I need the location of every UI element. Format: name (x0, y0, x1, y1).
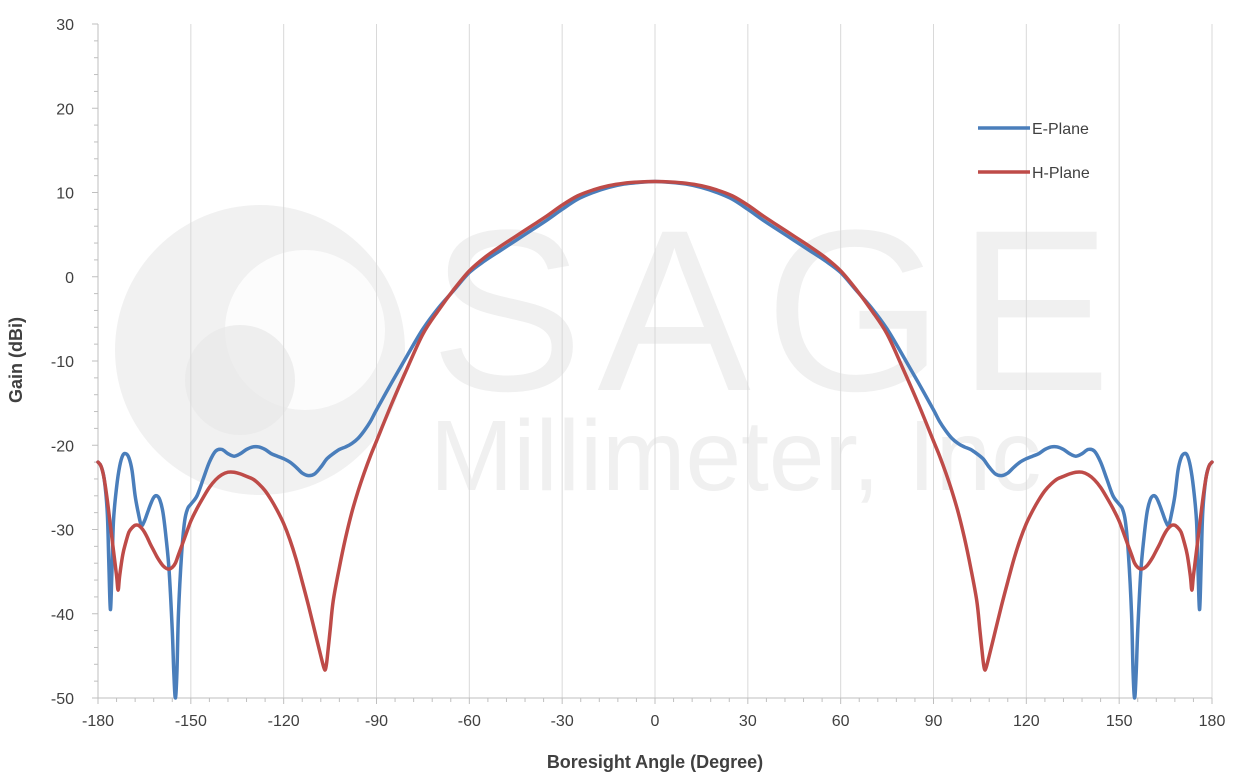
x-axis-title: Boresight Angle (Degree) (547, 752, 763, 772)
series-group (96, 179, 1214, 700)
x-tick-labels: -180 -150 -120 -90 -60 -30 0 30 60 90 120 150 180 (82, 713, 1225, 730)
x-tick-label: -30 (551, 713, 574, 730)
x-tick-label: -60 (458, 713, 481, 730)
x-tick-label: 120 (1013, 713, 1040, 730)
watermark-line2: Millimeter, Inc (430, 400, 1041, 512)
watermark-logo (115, 205, 405, 495)
x-tick-label: 0 (651, 713, 660, 730)
y-tick-label: 20 (56, 101, 74, 118)
x-tick-label: 60 (832, 713, 850, 730)
legend-label-e-plane: E-Plane (1032, 121, 1089, 138)
legend: E-Plane H-Plane (978, 121, 1090, 182)
x-tick-label: -150 (175, 713, 207, 730)
x-tick-label: 150 (1106, 713, 1133, 730)
y-tick-label: -10 (51, 354, 74, 371)
grid-lines (190, 24, 1213, 698)
axes (92, 23, 1213, 704)
x-tick-label: 180 (1199, 713, 1226, 730)
y-tick-label: -30 (51, 523, 74, 540)
watermark: SAGE Millimeter, Inc (115, 182, 1111, 512)
y-tick-label: 0 (65, 270, 74, 287)
x-tick-label: -120 (268, 713, 300, 730)
y-tick-label: -20 (51, 438, 74, 455)
x-tick-label: -180 (82, 713, 114, 730)
x-tick-label: -90 (365, 713, 388, 730)
series-line-h-plane (96, 179, 1214, 672)
x-tick-label: 30 (739, 713, 757, 730)
legend-label-h-plane: H-Plane (1032, 165, 1090, 182)
y-axis-title: Gain (dBi) (6, 317, 26, 403)
y-tick-label: 10 (56, 186, 74, 203)
y-tick-label: -50 (51, 691, 74, 708)
y-tick-label: -40 (51, 607, 74, 624)
x-tick-label: 90 (925, 713, 943, 730)
y-tick-labels: -50 -40 -30 -20 -10 0 10 20 30 (51, 17, 74, 708)
y-tick-label: 30 (56, 17, 74, 34)
